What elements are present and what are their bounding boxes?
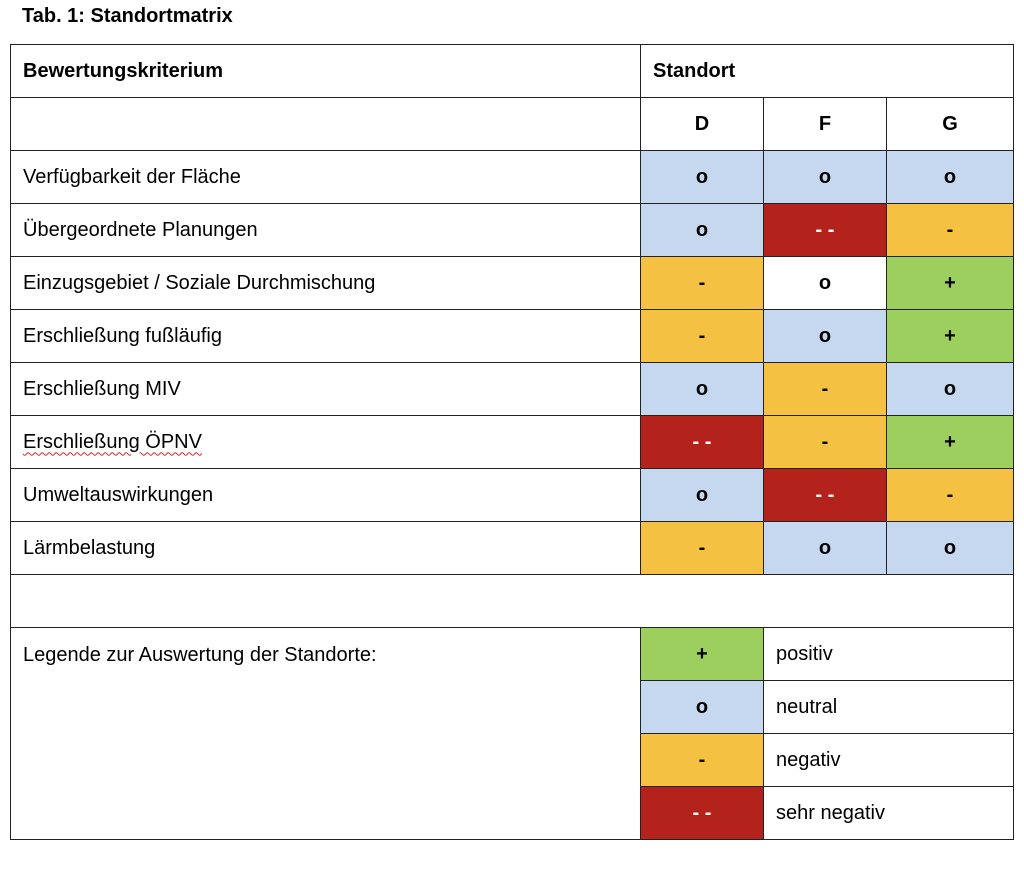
rating-cell: - xyxy=(763,362,887,416)
rating-cell: o xyxy=(763,150,887,204)
legend-symbol: - - xyxy=(640,786,764,840)
rating-cell: o xyxy=(885,521,1015,575)
criterion-header: Bewertungskriterium xyxy=(10,44,641,98)
rating-cell: o xyxy=(640,150,764,204)
criterion-text: Einzugsgebiet / Soziale Durchmischung xyxy=(23,271,376,294)
rating-cell: + xyxy=(885,415,1015,469)
rating-cell: o xyxy=(763,521,887,575)
criterion-text: Übergeordnete Planungen xyxy=(23,218,258,241)
criterion: Erschließung MIV xyxy=(10,362,641,416)
rating-cell: - xyxy=(640,256,764,310)
criterion-row: Umweltauswirkungen o - -- xyxy=(10,468,1015,522)
legend-symbol: o xyxy=(640,680,764,734)
criterion-text: Lärmbelastung xyxy=(23,536,156,559)
header-row: Bewertungskriterium Standort xyxy=(10,44,1015,98)
criterion: Einzugsgebiet / Soziale Durchmischung xyxy=(10,256,641,310)
criterion-row: Erschließung MIV o - o xyxy=(10,362,1015,416)
criterion: Verfügbarkeit der Fläche xyxy=(10,150,641,204)
rating-cell: - xyxy=(640,309,764,363)
spacer-row xyxy=(9,574,1015,628)
rating-cell: - xyxy=(885,468,1015,522)
rating-cell: - - xyxy=(640,415,764,469)
rating-cell: o xyxy=(640,203,764,257)
legend-label: sehr negativ xyxy=(762,786,1015,840)
rating-cell: - xyxy=(640,521,764,575)
rating-cell: + xyxy=(885,256,1015,310)
criterion-text: Erschließung fußläufig xyxy=(23,324,222,347)
legend-label: positiv xyxy=(762,627,1015,681)
criterion-row: Erschließung ÖPNV - - - + xyxy=(10,415,1015,469)
site-header: F xyxy=(763,97,887,151)
rating-cell: o xyxy=(763,256,887,310)
criterion: Erschließung ÖPNV xyxy=(10,415,641,469)
rating-cell: + xyxy=(885,309,1015,363)
criterion: Umweltauswirkungen xyxy=(10,468,641,522)
criterion: Übergeordnete Planungen xyxy=(10,203,641,257)
criterion-row: Übergeordnete Planungen o - -- xyxy=(10,203,1015,257)
rating-cell: - xyxy=(885,203,1015,257)
legend-symbol: - xyxy=(640,733,764,787)
rating-cell: - xyxy=(763,415,887,469)
criterion-text: Umweltauswirkungen xyxy=(23,483,214,506)
location-header: Standort xyxy=(639,44,1015,98)
legend-row: Legende zur Auswertung der Standorte: + po… xyxy=(10,627,1015,840)
rating-cell: - - xyxy=(763,468,887,522)
rating-cell: o xyxy=(885,362,1015,416)
criterion-text: Erschließung MIV xyxy=(23,377,181,400)
table-title: Tab. 1: Standortmatrix xyxy=(22,5,233,27)
legend-row: o neutral xyxy=(11,680,1015,734)
criterion-row: Verfügbarkeit der Fläche o o o xyxy=(10,150,1015,204)
site-header: D xyxy=(640,97,764,151)
legend-label: neutral xyxy=(762,680,1015,734)
criterion-row: Lärmbelastung - o o xyxy=(10,521,1015,575)
spacer-cell xyxy=(9,574,1015,628)
rating-cell: o xyxy=(885,150,1015,204)
criterion: Lärmbelastung xyxy=(10,521,641,575)
legend-row: - negativ xyxy=(11,733,1015,787)
criterion-row: Erschließung fußläufig - o + xyxy=(10,309,1015,363)
blank-cell xyxy=(10,97,641,151)
rating-cell: o xyxy=(640,468,764,522)
criterion: Erschließung fußläufig xyxy=(10,309,641,363)
criterion-text: Verfügbarkeit der Fläche xyxy=(23,165,241,188)
site-header: G xyxy=(885,97,1015,151)
legend-label: negativ xyxy=(762,733,1015,787)
rating-cell: o xyxy=(640,362,764,416)
legend-title: Legende zur Auswertung der Standorte: xyxy=(10,627,641,840)
criterion-text: Erschließung ÖPNV xyxy=(23,430,202,453)
legend-symbol: + xyxy=(640,627,764,681)
rating-cell: o xyxy=(763,309,887,363)
criterion-row: Einzugsgebiet / Soziale Durchmischung - o + xyxy=(10,256,1015,310)
legend-row: - - sehr negativ xyxy=(11,786,1015,840)
rating-cell: - - xyxy=(763,203,887,257)
